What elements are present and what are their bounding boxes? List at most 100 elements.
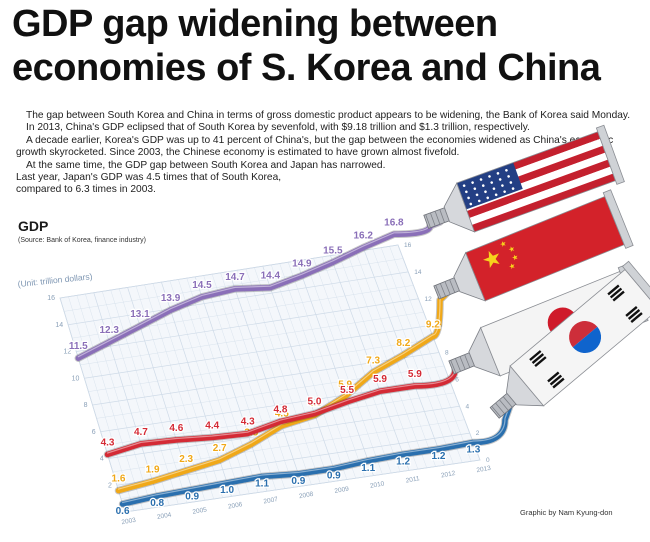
data-label: 5.9 [408, 369, 422, 380]
x-tick-label: 2005 [192, 506, 208, 515]
tube-nozzle-thread [449, 279, 456, 293]
data-label: 0.8 [150, 498, 164, 509]
tube-body [465, 196, 625, 301]
us-flag-star [501, 184, 504, 187]
grid-line-horizontal [92, 352, 440, 406]
us-flag-star [467, 196, 470, 200]
tube-nozzle-thread [444, 281, 451, 295]
korea-flag-trigram [625, 305, 638, 317]
data-label: 1.0 [220, 485, 234, 496]
graphic-credit: Graphic by Nam Kyung-don [520, 508, 613, 517]
us-flag-stripe [472, 173, 616, 232]
data-label: 11.5 [69, 341, 88, 352]
tube-crimp [621, 260, 650, 313]
data-label: 4.6 [169, 423, 183, 434]
data-label: 7.3 [366, 355, 380, 366]
data-label: 4.3 [241, 417, 255, 428]
tube-nozzle-thread [502, 396, 513, 408]
data-label: 4.3 [101, 437, 115, 448]
tube-crimp [602, 189, 634, 249]
tube-body [456, 131, 616, 232]
data-label: 8.2 [396, 338, 410, 349]
y-tick-label-right: 12 [425, 296, 433, 303]
korea-flag-icon [489, 260, 650, 419]
tube-nozzle-thread [434, 211, 441, 225]
tube-nozzle-thread [459, 356, 466, 370]
series-line-s-korea [119, 397, 515, 507]
data-label: 4.9 [308, 398, 322, 409]
korea-flag-trigram [627, 309, 641, 320]
article-paragraph: A decade earlier, Korea's GDP was up to … [16, 134, 614, 159]
data-label: 4.7 [134, 427, 148, 438]
korea-flag-trigram [552, 377, 565, 389]
x-tick-label: 2011 [405, 475, 420, 484]
us-flag-star [511, 187, 515, 190]
data-label: 0.6 [116, 506, 130, 517]
data-label: 14.4 [261, 271, 281, 282]
china-flag-star [508, 246, 515, 253]
x-tick-label: 2006 [228, 501, 244, 510]
data-label: 5.9 [373, 374, 387, 385]
tube-nozzle-thread [425, 214, 431, 228]
y-tick-label: 4 [100, 456, 104, 463]
tube-nozzle-thread [450, 360, 457, 374]
us-flag-icon [423, 124, 625, 233]
grid-line-horizontal [96, 365, 445, 419]
chart-title: GDP [18, 218, 49, 234]
data-label: 1.1 [255, 478, 269, 489]
data-label: 15.5 [323, 245, 343, 256]
headline: GDP gap widening between economies of S.… [12, 2, 642, 90]
data-label: 5.0 [308, 397, 322, 408]
y-tick-label-right: 8 [445, 350, 449, 357]
us-flag-star [481, 184, 485, 187]
us-flag-star [494, 193, 498, 197]
grid-line-horizontal [68, 271, 409, 326]
us-flag-star [505, 168, 508, 172]
data-label: 1.3 [466, 445, 480, 456]
us-flag-star [496, 172, 500, 175]
grid-line-horizontal [64, 258, 404, 312]
us-flag-stripe [469, 166, 613, 225]
tube-body [510, 269, 650, 406]
us-flag-star [509, 181, 513, 184]
y-tick-label: 0 [116, 509, 120, 516]
us-flag-star [473, 187, 477, 191]
x-tick-label: 2003 [121, 517, 137, 526]
tube-nozzle-thread [439, 209, 445, 223]
data-label: 1.9 [146, 464, 160, 475]
china-flag-star [500, 241, 506, 247]
grid-line-horizontal [112, 419, 465, 473]
tube-nozzle-thread [439, 283, 446, 297]
data-label: 0.9 [327, 471, 341, 482]
us-flag-star [492, 187, 496, 190]
article-paragraph: Last year, Japan's GDP was 4.5 times tha… [16, 172, 282, 184]
x-tick-label: 2007 [263, 496, 279, 505]
korea-flag-trigram [547, 371, 560, 383]
y-tick-label: 6 [92, 429, 96, 436]
tube-nozzle-thread [430, 212, 436, 227]
data-label: 14.7 [225, 272, 245, 283]
us-flag-star [475, 193, 479, 197]
data-label: 13.1 [130, 309, 150, 320]
korea-flag-trigram [612, 290, 625, 302]
article-body: The gap between South Korea and China in… [16, 110, 636, 197]
x-tick-label: 2008 [299, 491, 315, 500]
y-tick-label-right: 4 [466, 403, 470, 410]
y-tick-label-right: 14 [414, 269, 422, 276]
data-label: 0.9 [185, 492, 199, 503]
grid-line-horizontal [108, 405, 460, 459]
data-label: 1.2 [396, 456, 410, 467]
article-paragraph: compared to 6.3 times in 2003. [16, 184, 156, 196]
headline-line-2: economies of S. Korea and China [12, 47, 601, 89]
series-line-highlight-s-korea [122, 397, 513, 504]
data-label: 4.8 [273, 405, 287, 416]
grid-line-horizontal [76, 298, 419, 352]
data-label: 9.2 [426, 319, 440, 330]
data-label: 4.4 [205, 420, 219, 431]
us-flag-star [465, 190, 468, 194]
y-tick-label-right: 0 [486, 457, 490, 464]
y-tick-label-right: 16 [404, 242, 412, 249]
data-label: 1.1 [361, 463, 375, 474]
korea-flag-trigram [534, 356, 547, 368]
korea-flag-taegeuk-blue [572, 326, 602, 353]
